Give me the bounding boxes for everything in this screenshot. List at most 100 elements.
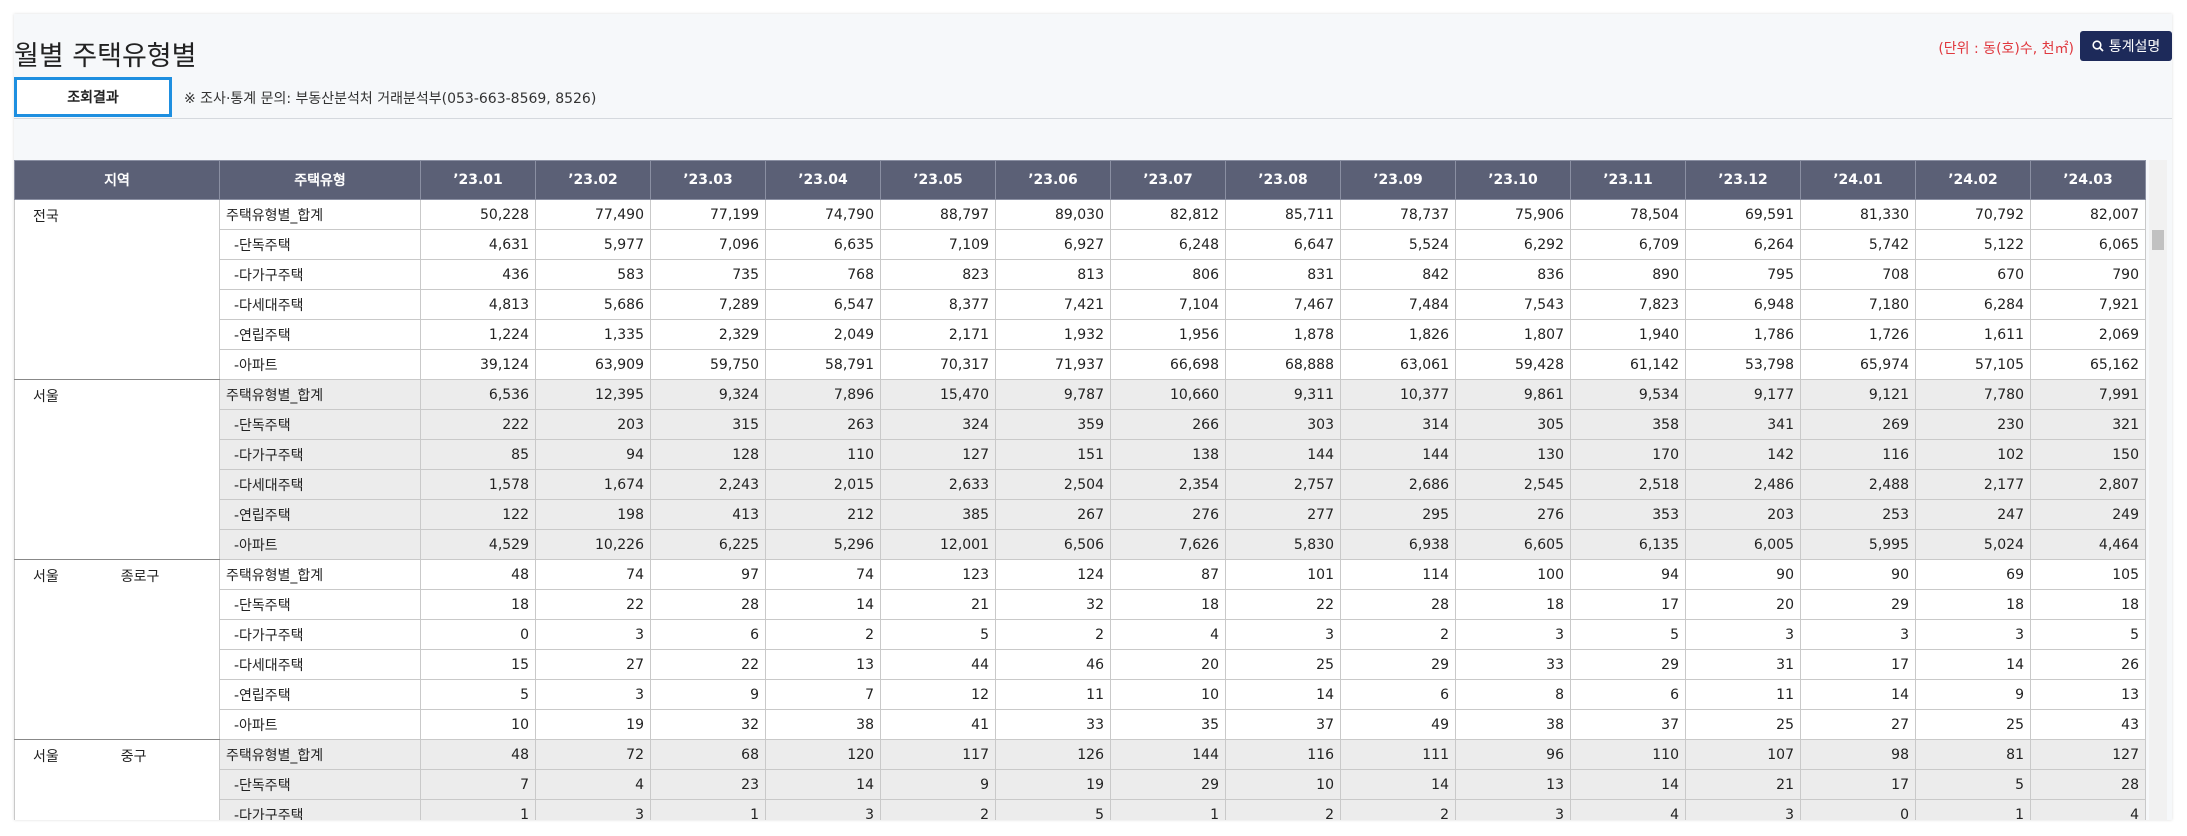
type-cell: -단독주택 (219, 769, 421, 800)
table-row: -다세대주택 1,578 1,674 2,243 2,015 2,633 2,504 2,35… (15, 469, 2146, 500)
value-cell: 1,940 (1570, 319, 1686, 350)
column-header: ’23.04 (765, 160, 881, 200)
value-cell: 7,543 (1455, 289, 1571, 320)
value-cell: 15,470 (880, 379, 996, 410)
value-cell: 10 (1225, 769, 1341, 800)
value-cell: 29 (1800, 589, 1916, 620)
region-cell: 전국 (14, 199, 220, 380)
region-cell: 서울 (14, 379, 220, 560)
value-cell: 823 (880, 259, 996, 290)
value-cell: 9 (880, 769, 996, 800)
value-cell: 6,635 (765, 229, 881, 260)
value-cell: 5,296 (765, 529, 881, 560)
type-cell: -연립주택 (219, 499, 421, 530)
scrollbar[interactable] (2149, 160, 2167, 820)
value-cell: 74 (765, 559, 881, 590)
value-cell: 341 (1685, 409, 1801, 440)
value-cell: 1,578 (420, 469, 536, 500)
value-cell: 3 (535, 799, 651, 820)
value-cell: 203 (535, 409, 651, 440)
value-cell: 735 (650, 259, 766, 290)
value-cell: 22 (1225, 589, 1341, 620)
value-cell: 2 (1340, 619, 1456, 650)
value-cell: 48 (420, 739, 536, 770)
value-cell: 94 (1570, 559, 1686, 590)
value-cell: 33 (1455, 649, 1571, 680)
value-cell: 831 (1225, 259, 1341, 290)
value-cell: 3 (1685, 619, 1801, 650)
table-row: -연립주택 122 198 413 212 385 267 276 277 295 276 353 20… (15, 499, 2146, 530)
value-cell: 1,611 (1915, 319, 2031, 350)
value-cell: 37 (1570, 709, 1686, 740)
panel: 월별 주택유형별 (단위 : 동(호)수, 천㎡) 통계설명 조회결과 ※ 조사… (14, 14, 2172, 820)
value-cell: 25 (1915, 709, 2031, 740)
stats-button[interactable]: 통계설명 (2080, 31, 2172, 61)
value-cell: 3 (1685, 799, 1801, 820)
value-cell: 66,698 (1110, 349, 1226, 380)
value-cell: 7,467 (1225, 289, 1341, 320)
value-cell: 9,311 (1225, 379, 1341, 410)
value-cell: 127 (880, 439, 996, 470)
value-cell: 3 (1225, 619, 1341, 650)
value-cell: 6,284 (1915, 289, 2031, 320)
scroll-thumb[interactable] (2152, 230, 2164, 250)
column-header: 주택유형 (219, 160, 421, 200)
value-cell: 78,504 (1570, 199, 1686, 230)
value-cell: 74 (535, 559, 651, 590)
value-cell: 144 (1340, 439, 1456, 470)
value-cell: 0 (1800, 799, 1916, 820)
value-cell: 9,534 (1570, 379, 1686, 410)
value-cell: 65,162 (2030, 349, 2146, 380)
table-row: 서울 주택유형별_합계 6,536 12,395 9,324 7,896 15,470 9,7… (14, 379, 2146, 560)
column-header: ’23.02 (535, 160, 651, 200)
value-cell: 120 (765, 739, 881, 770)
type-cell: -다가구주택 (219, 619, 421, 650)
value-cell: 116 (1800, 439, 1916, 470)
value-cell: 385 (880, 499, 996, 530)
type-cell: -단독주택 (219, 229, 421, 260)
value-cell: 77,199 (650, 199, 766, 230)
contact-note: ※ 조사·통계 문의: 부동산분석처 거래분석부(053-663-8569, 8… (184, 91, 597, 107)
value-cell: 19 (995, 769, 1111, 800)
value-cell: 6,225 (650, 529, 766, 560)
value-cell: 768 (765, 259, 881, 290)
value-cell: 48 (420, 559, 536, 590)
value-cell: 94 (535, 439, 651, 470)
value-cell: 14 (1915, 649, 2031, 680)
value-cell: 1,674 (535, 469, 651, 500)
value-cell: 144 (1110, 739, 1226, 770)
value-cell: 78,737 (1340, 199, 1456, 230)
value-cell: 3 (1800, 619, 1916, 650)
value-cell: 27 (535, 649, 651, 680)
value-cell: 3 (1455, 619, 1571, 650)
value-cell: 90 (1685, 559, 1801, 590)
button-label: 통계설명 (2108, 39, 2161, 55)
value-cell: 295 (1340, 499, 1456, 530)
value-cell: 13 (2030, 679, 2146, 710)
value-cell: 11 (1685, 679, 1801, 710)
value-cell: 7 (765, 679, 881, 710)
value-cell: 3 (535, 619, 651, 650)
value-cell: 53,798 (1685, 349, 1801, 380)
value-cell: 198 (535, 499, 651, 530)
region: 서울 (33, 569, 59, 585)
value-cell: 1,224 (420, 319, 536, 350)
value-cell: 96 (1455, 739, 1571, 770)
value-cell: 38 (765, 709, 881, 740)
value-cell: 321 (2030, 409, 2146, 440)
value-cell: 8,377 (880, 289, 996, 320)
type-cell: -다세대주택 (219, 469, 421, 500)
value-cell: 22 (650, 649, 766, 680)
value-cell: 9,121 (1800, 379, 1916, 410)
value-cell: 5,977 (535, 229, 651, 260)
value-cell: 249 (2030, 499, 2146, 530)
value-cell: 13 (765, 649, 881, 680)
value-cell: 6,948 (1685, 289, 1801, 320)
value-cell: 20 (1685, 589, 1801, 620)
value-cell: 3 (535, 679, 651, 710)
value-cell: 81,330 (1800, 199, 1916, 230)
result-tab[interactable]: 조회결과 (14, 77, 172, 117)
type-cell: -다가구주택 (219, 799, 421, 820)
value-cell: 5,686 (535, 289, 651, 320)
